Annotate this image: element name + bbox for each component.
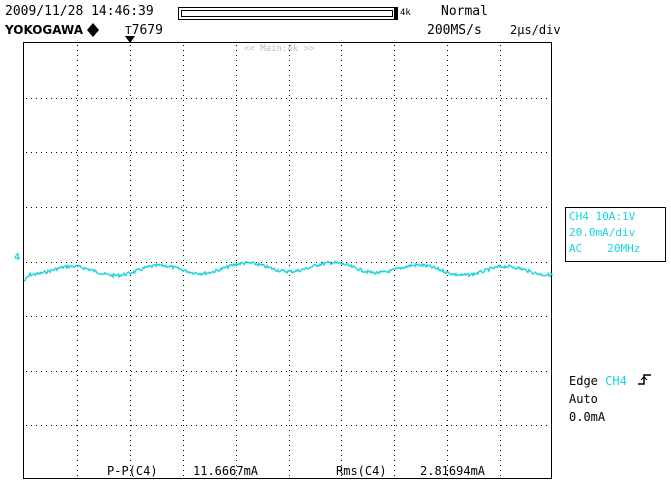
channel-info-box[interactable]: CH4 10A:1V 20.0mA/div AC 20MHz bbox=[565, 207, 666, 262]
measurement-value-pp: 11.6667mA bbox=[193, 464, 259, 478]
trigger-level: 0.0mA bbox=[569, 410, 606, 424]
brand-logo: YOKOGAWA bbox=[5, 23, 84, 37]
timestamp: 2009/11/28 14:46:39 bbox=[5, 4, 154, 19]
trigger-type: Edge bbox=[569, 374, 598, 388]
trigger-info[interactable]: Edge CH4 Auto 0.0mA bbox=[569, 372, 652, 426]
diamond-icon bbox=[87, 23, 99, 37]
trigger-type-row: Edge CH4 bbox=[569, 372, 652, 390]
trigger-position-marker-icon bbox=[125, 36, 135, 43]
ch4-waveform bbox=[24, 260, 553, 282]
trigger-mode: Auto bbox=[569, 392, 598, 406]
waveform-display[interactable]: << Main:4k >> bbox=[23, 42, 553, 479]
channel-probe-setting: CH4 10A:1V bbox=[569, 210, 636, 223]
trigger-position-readout: T7679 bbox=[125, 23, 163, 38]
trigger-source: CH4 bbox=[605, 374, 627, 388]
measurement-label-pp: P-P(C4) bbox=[107, 464, 158, 478]
rising-edge-icon bbox=[638, 374, 652, 385]
record-position-bar[interactable] bbox=[178, 7, 398, 20]
channel-scale: 20.0mA/div bbox=[569, 226, 636, 239]
timebase: 2µs/div bbox=[510, 23, 561, 37]
ch4-ground-marker: 4 bbox=[14, 252, 21, 263]
sample-rate: 200MS/s bbox=[427, 23, 482, 38]
zoom-indicator: << Main:4k >> bbox=[244, 44, 315, 54]
trigger-mode-status: Normal bbox=[441, 4, 488, 19]
grid-dots bbox=[26, 45, 552, 476]
measurement-label-rms: Rms(C4) bbox=[336, 464, 387, 478]
graticule bbox=[24, 45, 553, 476]
measurement-value-rms: 2.81694mA bbox=[420, 464, 486, 478]
channel-coupling-row: AC 20MHz bbox=[569, 242, 641, 255]
record-length-label: 4k bbox=[400, 8, 411, 18]
